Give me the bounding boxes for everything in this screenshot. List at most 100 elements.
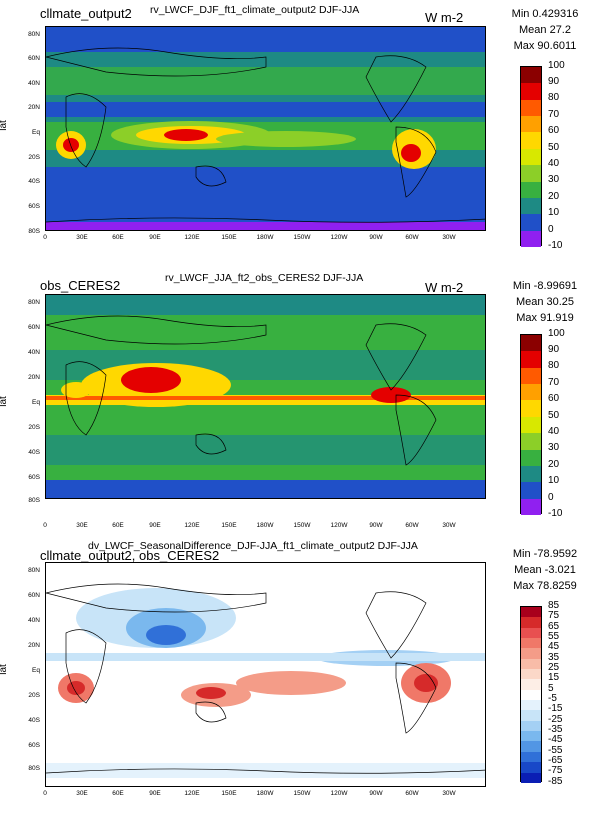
y-axis-title: lat (0, 664, 9, 675)
colorbar-tick: 90 (548, 76, 560, 87)
lon-tick: 150W (293, 790, 311, 797)
colorbar-tick: 45 (548, 641, 560, 652)
colorbar-tick: 5 (548, 683, 554, 694)
colorbar-tick: -75 (548, 765, 563, 776)
lat-tick: Eq (32, 399, 40, 406)
colorbar-tick: 20 (548, 459, 560, 470)
panel-2: obs_CERES2 rv_LWCF_JJA_ft2_obs_CERES2 DJ… (0, 268, 606, 536)
lon-tick: 120W (330, 234, 348, 241)
panel-units: W m-2 (425, 10, 464, 25)
lat-tick: 20S (28, 424, 40, 431)
lon-tick: 120E (184, 234, 200, 241)
lon-tick: 30W (442, 522, 456, 529)
panel-center-title: rv_LWCF_DJF_ft1_climate_output2 DJF-JJA (150, 4, 360, 16)
lat-tick: 80N (28, 299, 40, 306)
lon-tick: 30E (76, 234, 88, 241)
lat-tick: 40S (28, 449, 40, 456)
panel-units: W m-2 (425, 280, 464, 295)
lat-tick: 60N (28, 592, 40, 599)
lat-tick: 60N (28, 55, 40, 62)
colorbar-tick: 30 (548, 442, 560, 453)
colorbar-tick: 50 (548, 410, 560, 421)
y-axis-title: lat (0, 120, 9, 131)
colorbar-tick: 55 (548, 631, 560, 642)
colorbar-tick: 10 (548, 207, 560, 218)
lon-tick: 180W (256, 522, 274, 529)
lat-tick: 60S (28, 474, 40, 481)
colorbar-tick: -5 (548, 693, 557, 704)
lat-tick: 60S (28, 742, 40, 749)
lon-tick: 30E (76, 790, 88, 797)
map-field-obs-ceres (45, 294, 486, 499)
colorbar-tick: 70 (548, 377, 560, 388)
colorbar (520, 66, 542, 247)
colorbar-tick: 85 (548, 600, 560, 611)
lat-tick: 40S (28, 178, 40, 185)
lon-tick: 90W (369, 522, 383, 529)
lat-tick: 40N (28, 80, 40, 87)
colorbar-tick: 65 (548, 621, 560, 632)
lon-tick: 150W (293, 522, 311, 529)
stat-mean: Mean 27.2 (519, 24, 571, 36)
colorbar-tick: 0 (548, 492, 554, 503)
colorbar-tick: -35 (548, 724, 563, 735)
lon-tick: 90E (149, 522, 161, 529)
colorbar-tick: 30 (548, 174, 560, 185)
lon-tick: 90E (149, 790, 161, 797)
colorbar-tick: 90 (548, 344, 560, 355)
lon-tick: 120E (184, 790, 200, 797)
colorbar-tick: 20 (548, 191, 560, 202)
colorbar-tick: -25 (548, 714, 563, 725)
lon-tick: 60E (112, 234, 124, 241)
stat-max: Max 90.6011 (513, 40, 577, 52)
lat-tick: 40S (28, 717, 40, 724)
lat-tick: 60S (28, 203, 40, 210)
lat-tick: 20S (28, 692, 40, 699)
lon-tick: 150E (221, 234, 237, 241)
colorbar-tick: 40 (548, 426, 560, 437)
colorbar (520, 606, 542, 783)
lon-tick: 60W (405, 234, 419, 241)
colorbar-tick: -55 (548, 745, 563, 756)
stat-max: Max 78.8259 (513, 580, 577, 592)
colorbar-tick: 40 (548, 158, 560, 169)
lat-tick: 80S (28, 765, 40, 772)
lon-tick: 60E (112, 522, 124, 529)
lat-tick: 20N (28, 104, 40, 111)
stat-max: Max 91.919 (516, 312, 574, 324)
lon-tick: 90W (369, 234, 383, 241)
colorbar-tick: 10 (548, 475, 560, 486)
panel-left-title: cllmate_output2 (40, 6, 132, 21)
lat-tick: 80N (28, 31, 40, 38)
panel-stats: Min 0.429316 Mean 27.2 Max 90.6011 (490, 6, 600, 54)
colorbar-tick: 80 (548, 360, 560, 371)
panel-stats: Min -78.9592 Mean -3.021 Max 78.8259 (490, 546, 600, 594)
lon-tick: 150W (293, 234, 311, 241)
colorbar-tick: 15 (548, 672, 560, 683)
lat-tick: Eq (32, 667, 40, 674)
lon-tick: 60W (405, 790, 419, 797)
lon-tick: 90W (369, 790, 383, 797)
panel-left-title: cllmate_output2, obs_CERES2 (40, 548, 220, 563)
lon-tick: 30W (442, 790, 456, 797)
lon-tick: 150E (221, 790, 237, 797)
lon-tick: 30E (76, 522, 88, 529)
panel-center-title: dv_LWCF_SeasonalDifference_DJF-JJA_ft1_c… (88, 540, 418, 552)
stat-min: Min 0.429316 (511, 8, 579, 20)
lon-tick: 120E (184, 522, 200, 529)
lon-tick: 60E (112, 790, 124, 797)
panel-3: cllmate_output2, obs_CERES2 dv_LWCF_Seas… (0, 536, 606, 804)
colorbar-tick: 35 (548, 652, 560, 663)
lon-tick: 90E (149, 234, 161, 241)
lon-tick: 30W (442, 234, 456, 241)
lat-tick: Eq (32, 129, 40, 136)
colorbar-tick: 0 (548, 224, 554, 235)
panel-left-title: obs_CERES2 (40, 278, 121, 293)
lon-tick: 60W (405, 522, 419, 529)
lon-tick: 0 (43, 522, 47, 529)
stat-min: Min -8.99691 (512, 280, 578, 292)
lat-tick: 80N (28, 567, 40, 574)
stat-mean: Mean -3.021 (514, 564, 576, 576)
panel-stats: Min -8.99691 Mean 30.25 Max 91.919 (490, 278, 600, 326)
lat-tick: 80S (28, 228, 40, 235)
